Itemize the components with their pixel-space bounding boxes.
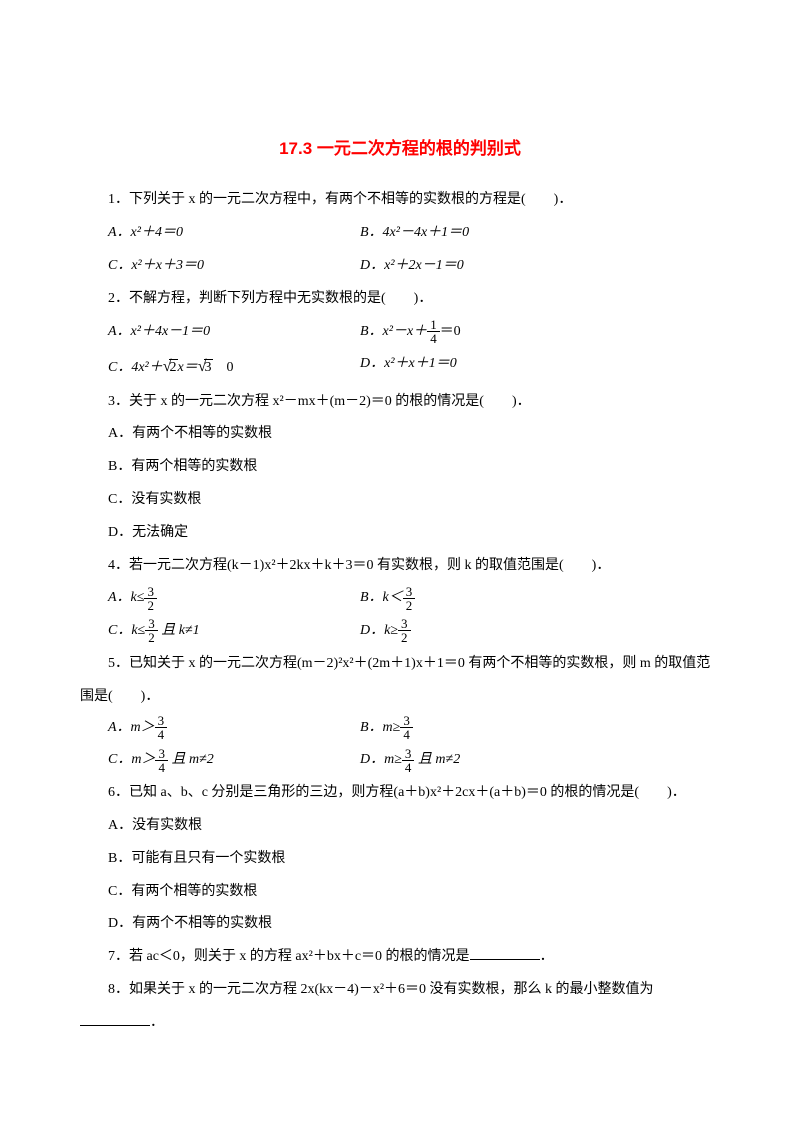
q1-options-row1: A．x²＋4＝0 B．4x²－4x＋1＝0 xyxy=(80,218,720,249)
q1-opt-a: A．x²＋4＝0 xyxy=(80,218,360,249)
q5-opt-d: D．m≥34 且 m≠2 xyxy=(360,745,720,776)
q8-text2: ． xyxy=(80,1008,720,1039)
q1-opt-b: B．4x²－4x＋1＝0 xyxy=(360,218,720,249)
q2-text: 2．不解方程，判断下列方程中无实数根的是( )． xyxy=(80,284,720,315)
q4-opt-b: B．k＜32 xyxy=(360,583,720,614)
q5-text2: 围是( )． xyxy=(80,682,720,713)
q6-opt-c: C．有两个相等的实数根 xyxy=(80,877,720,908)
q4-options-row1: A．k≤32 B．k＜32 xyxy=(80,583,720,614)
q3-opt-d: D．无法确定 xyxy=(80,518,720,549)
q8-blank xyxy=(80,1012,150,1026)
q6-opt-b: B．可能有且只有一个实数根 xyxy=(80,844,720,875)
q4-text: 4．若一元二次方程(k－1)x²＋2kx＋k＋3＝0 有实数根，则 k 的取值范… xyxy=(80,551,720,582)
q2-options-row2: C．4x²＋√2x＝√3 0 D．x²＋x＋1＝0 xyxy=(80,349,720,384)
q5-opt-a: A．m＞34 xyxy=(80,713,360,744)
q7-text: 7．若 ac＜0，则关于 x 的方程 ax²＋bx＋c＝0 的根的情况是． xyxy=(80,942,720,973)
q6-opt-d: D．有两个不相等的实数根 xyxy=(80,909,720,940)
q1-opt-d: D．x²＋2x－1＝0 xyxy=(360,251,720,282)
q3-opt-b: B．有两个相等的实数根 xyxy=(80,452,720,483)
q1-text: 1．下列关于 x 的一元二次方程中，有两个不相等的实数根的方程是( )． xyxy=(80,185,720,216)
page-title: 17.3 一元二次方程的根的判别式 xyxy=(80,130,720,167)
q7-blank xyxy=(470,946,540,960)
q1-options-row2: C．x²＋x＋3＝0 D．x²＋2x－1＝0 xyxy=(80,251,720,282)
q5-opt-c: C．m＞34 且 m≠2 xyxy=(80,745,360,776)
q5-options-row2: C．m＞34 且 m≠2 D．m≥34 且 m≠2 xyxy=(80,745,720,776)
q6-opt-a: A．没有实数根 xyxy=(80,811,720,842)
q2-options-row1: A．x²＋4x－1＝0 B．x²－x＋14＝0 xyxy=(80,317,720,348)
q4-opt-d: D．k≥32 xyxy=(360,616,720,647)
q5-opt-b: B．m≥34 xyxy=(360,713,720,744)
q2-opt-d: D．x²＋x＋1＝0 xyxy=(360,349,720,384)
q4-opt-c: C．k≤32 且 k≠1 xyxy=(80,616,360,647)
q1-opt-c: C．x²＋x＋3＝0 xyxy=(80,251,360,282)
q2-opt-a: A．x²＋4x－1＝0 xyxy=(80,317,360,348)
q4-options-row2: C．k≤32 且 k≠1 D．k≥32 xyxy=(80,616,720,647)
q2-opt-b: B．x²－x＋14＝0 xyxy=(360,317,720,348)
q5-options-row1: A．m＞34 B．m≥34 xyxy=(80,713,720,744)
q4-opt-a: A．k≤32 xyxy=(80,583,360,614)
q3-opt-c: C．没有实数根 xyxy=(80,485,720,516)
q5-text: 5．已知关于 x 的一元二次方程(m－2)²x²＋(2m＋1)x＋1＝0 有两个… xyxy=(80,649,720,680)
q8-text: 8．如果关于 x 的一元二次方程 2x(kx－4)－x²＋6＝0 没有实数根，那… xyxy=(80,975,720,1006)
q2-opt-c: C．4x²＋√2x＝√3 0 xyxy=(80,349,360,384)
q3-text: 3．关于 x 的一元二次方程 x²－mx＋(m－2)＝0 的根的情况是( )． xyxy=(80,387,720,418)
q3-opt-a: A．有两个不相等的实数根 xyxy=(80,419,720,450)
q6-text: 6．已知 a、b、c 分别是三角形的三边，则方程(a＋b)x²＋2cx＋(a＋b… xyxy=(80,778,720,809)
